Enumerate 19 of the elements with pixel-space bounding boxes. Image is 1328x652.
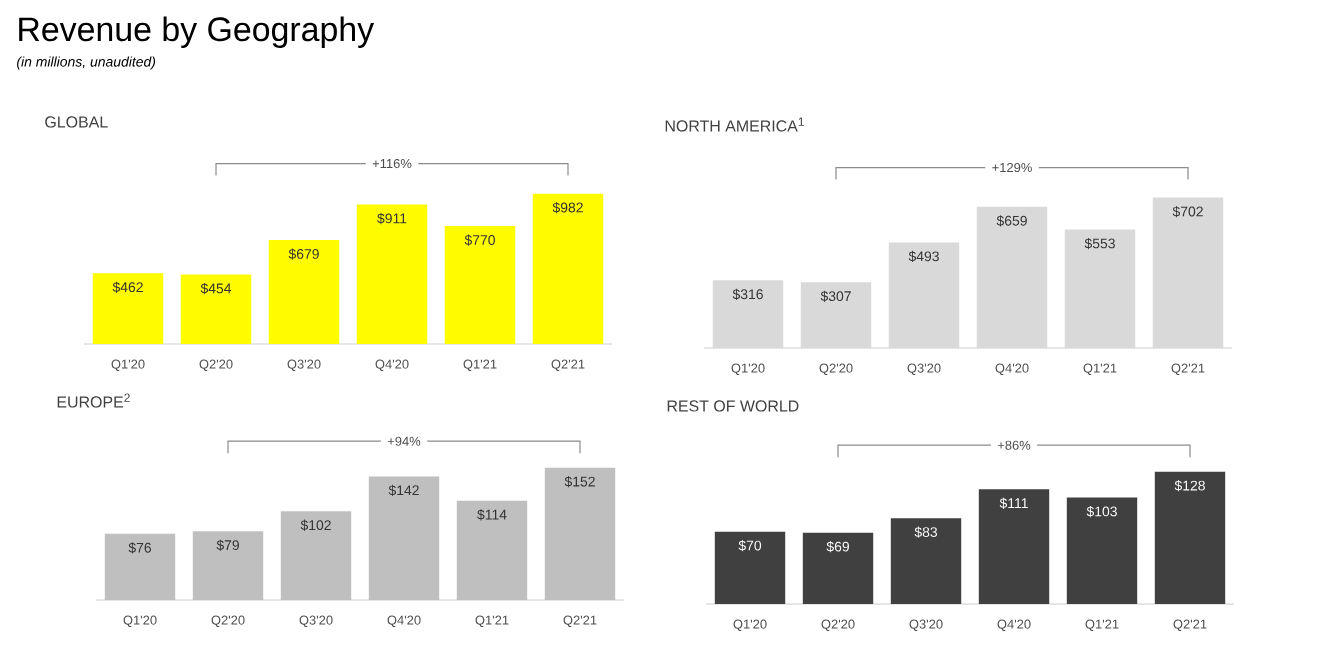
bar — [890, 518, 962, 604]
text: Revenue by Geography — [19, 16, 375, 48]
bar — [800, 282, 872, 348]
bar — [976, 206, 1048, 348]
bar — [714, 531, 786, 604]
bar — [888, 242, 960, 348]
bar — [268, 240, 340, 344]
bar — [1066, 497, 1138, 604]
bar — [712, 280, 784, 348]
bar — [802, 532, 874, 604]
bar — [356, 204, 428, 344]
bar — [444, 226, 516, 344]
bar — [180, 274, 252, 344]
bar — [1154, 471, 1226, 604]
bar — [532, 193, 604, 344]
bar — [1152, 197, 1224, 348]
bar — [1064, 229, 1136, 348]
bar — [92, 273, 164, 344]
bar — [978, 489, 1050, 604]
